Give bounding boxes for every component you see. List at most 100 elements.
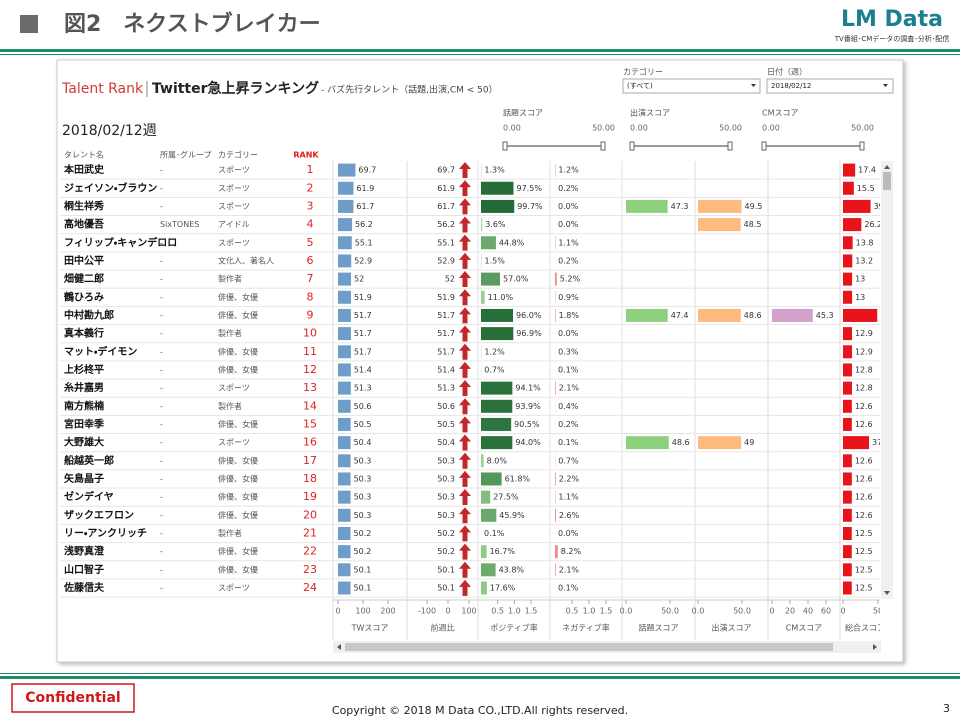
rank: 9 <box>307 308 314 321</box>
pos-label: 16.7% <box>490 547 516 556</box>
slider-min: 0.00 <box>762 124 780 133</box>
agency: - <box>160 184 163 193</box>
total-bar <box>843 545 852 559</box>
neg-label: 2.2% <box>559 474 580 483</box>
tw-bar <box>338 345 351 359</box>
agency: - <box>160 511 163 520</box>
slider-handle[interactable] <box>502 141 508 151</box>
category: 俳優、女優 <box>218 492 258 502</box>
scroll-right[interactable] <box>873 644 877 650</box>
slider-handle[interactable] <box>761 141 767 151</box>
total-label: 12.6 <box>855 420 873 429</box>
neg-label: 0.7% <box>558 456 579 465</box>
axis-tick-label: 0 <box>445 607 450 616</box>
tw-label: 61.7 <box>356 202 374 211</box>
pos-label: 27.5% <box>493 493 519 502</box>
trend-arrow <box>459 452 471 469</box>
copyright: Copyright © 2018 M Data CO.,LTD.All righ… <box>332 704 628 717</box>
agency: - <box>160 256 163 265</box>
category: スポーツ <box>218 438 250 447</box>
appear-bar <box>698 218 741 232</box>
neg-bar <box>555 508 556 522</box>
total-bar <box>843 417 852 431</box>
scroll-down[interactable] <box>884 591 890 595</box>
dropdown-arrow <box>883 84 888 87</box>
pos-label: 3.6% <box>485 220 506 229</box>
scroll-up[interactable] <box>884 165 890 169</box>
total-label: 12.9 <box>855 329 873 338</box>
dropdown-arrow <box>751 84 756 87</box>
axis-title: CMスコア <box>786 624 823 633</box>
filter-dropdown[interactable] <box>622 78 761 94</box>
category: 俳優、女優 <box>218 473 258 483</box>
scroll-thumb[interactable] <box>345 643 833 651</box>
total-bar <box>843 399 852 413</box>
pos-bar <box>481 381 513 395</box>
agency: - <box>160 474 163 483</box>
total-label: 13 <box>855 293 865 302</box>
header-rule <box>0 49 960 52</box>
slider-label: 出演スコア <box>630 108 670 118</box>
category: 製作者 <box>218 528 242 538</box>
total-label: 12.6 <box>855 511 873 520</box>
agency: - <box>160 456 163 465</box>
scroll-left[interactable] <box>337 644 341 650</box>
pos-label: 96.9% <box>516 329 542 338</box>
talent-name: ジェイソン・ブラウン <box>64 181 157 194</box>
trend-arrow <box>459 198 471 215</box>
talent-name: ゼンデイヤ <box>64 490 114 503</box>
neg-label: 2.6% <box>559 511 580 520</box>
trend-arrow <box>459 507 471 524</box>
neg-bar <box>555 563 556 577</box>
total-label: 12.6 <box>855 402 873 411</box>
slider-handle[interactable] <box>600 141 606 151</box>
total-label: 13.2 <box>855 256 873 265</box>
trend-arrow <box>459 307 471 324</box>
rank: 20 <box>303 508 317 521</box>
axis-tick-label: 1.5 <box>600 607 613 616</box>
talent-name: 矢島晶子 <box>64 472 104 485</box>
total-label: 12.8 <box>855 365 873 374</box>
wow-value: 50.2 <box>437 547 455 556</box>
wow-value: 51.9 <box>437 293 455 302</box>
neg-label: 0.4% <box>558 402 579 411</box>
total-bar <box>843 472 852 486</box>
wow-value: 69.7 <box>437 166 455 175</box>
wow-value: 56.2 <box>437 220 455 229</box>
pos-label: 90.5% <box>514 420 540 429</box>
wow-value: 55.1 <box>437 238 455 247</box>
total-label: 17.4 <box>858 166 876 175</box>
wow-value: 51.4 <box>437 365 455 374</box>
rank: 23 <box>303 563 317 576</box>
total-bar <box>843 218 862 232</box>
pos-label: 1.2% <box>484 347 505 356</box>
rank: 10 <box>303 327 317 340</box>
category: 俳優、女優 <box>218 510 258 520</box>
appear-label: 48.5 <box>744 220 762 229</box>
agency: - <box>160 293 163 302</box>
wow-value: 50.3 <box>437 511 455 520</box>
slider-handle[interactable] <box>727 141 733 151</box>
vertical-scrollbar[interactable] <box>881 161 893 599</box>
axis-tick-label: 0 <box>840 607 845 616</box>
wow-value: 61.9 <box>437 184 455 193</box>
pos-bar <box>481 290 485 304</box>
slider-handle[interactable] <box>859 141 865 151</box>
talent-name: フィリップ・キャンデロロ <box>64 236 177 249</box>
scroll-thumb[interactable] <box>883 172 891 190</box>
neg-label: 0.2% <box>558 184 579 193</box>
trend-arrow <box>459 416 471 433</box>
tw-label: 56.2 <box>355 220 373 229</box>
filter-dropdown[interactable] <box>766 78 894 94</box>
agency: - <box>160 384 163 393</box>
wow-value: 50.3 <box>437 493 455 502</box>
total-bar <box>843 436 870 450</box>
confidential: Confidential <box>25 690 120 706</box>
tw-label: 51.7 <box>354 311 372 320</box>
talent-name: 浅野真澄 <box>64 545 105 558</box>
slider-handle[interactable] <box>629 141 635 151</box>
title-icon <box>20 15 38 33</box>
pos-label: 0.7% <box>484 365 505 374</box>
total-bar <box>843 345 853 359</box>
total-label: 12.8 <box>855 384 873 393</box>
